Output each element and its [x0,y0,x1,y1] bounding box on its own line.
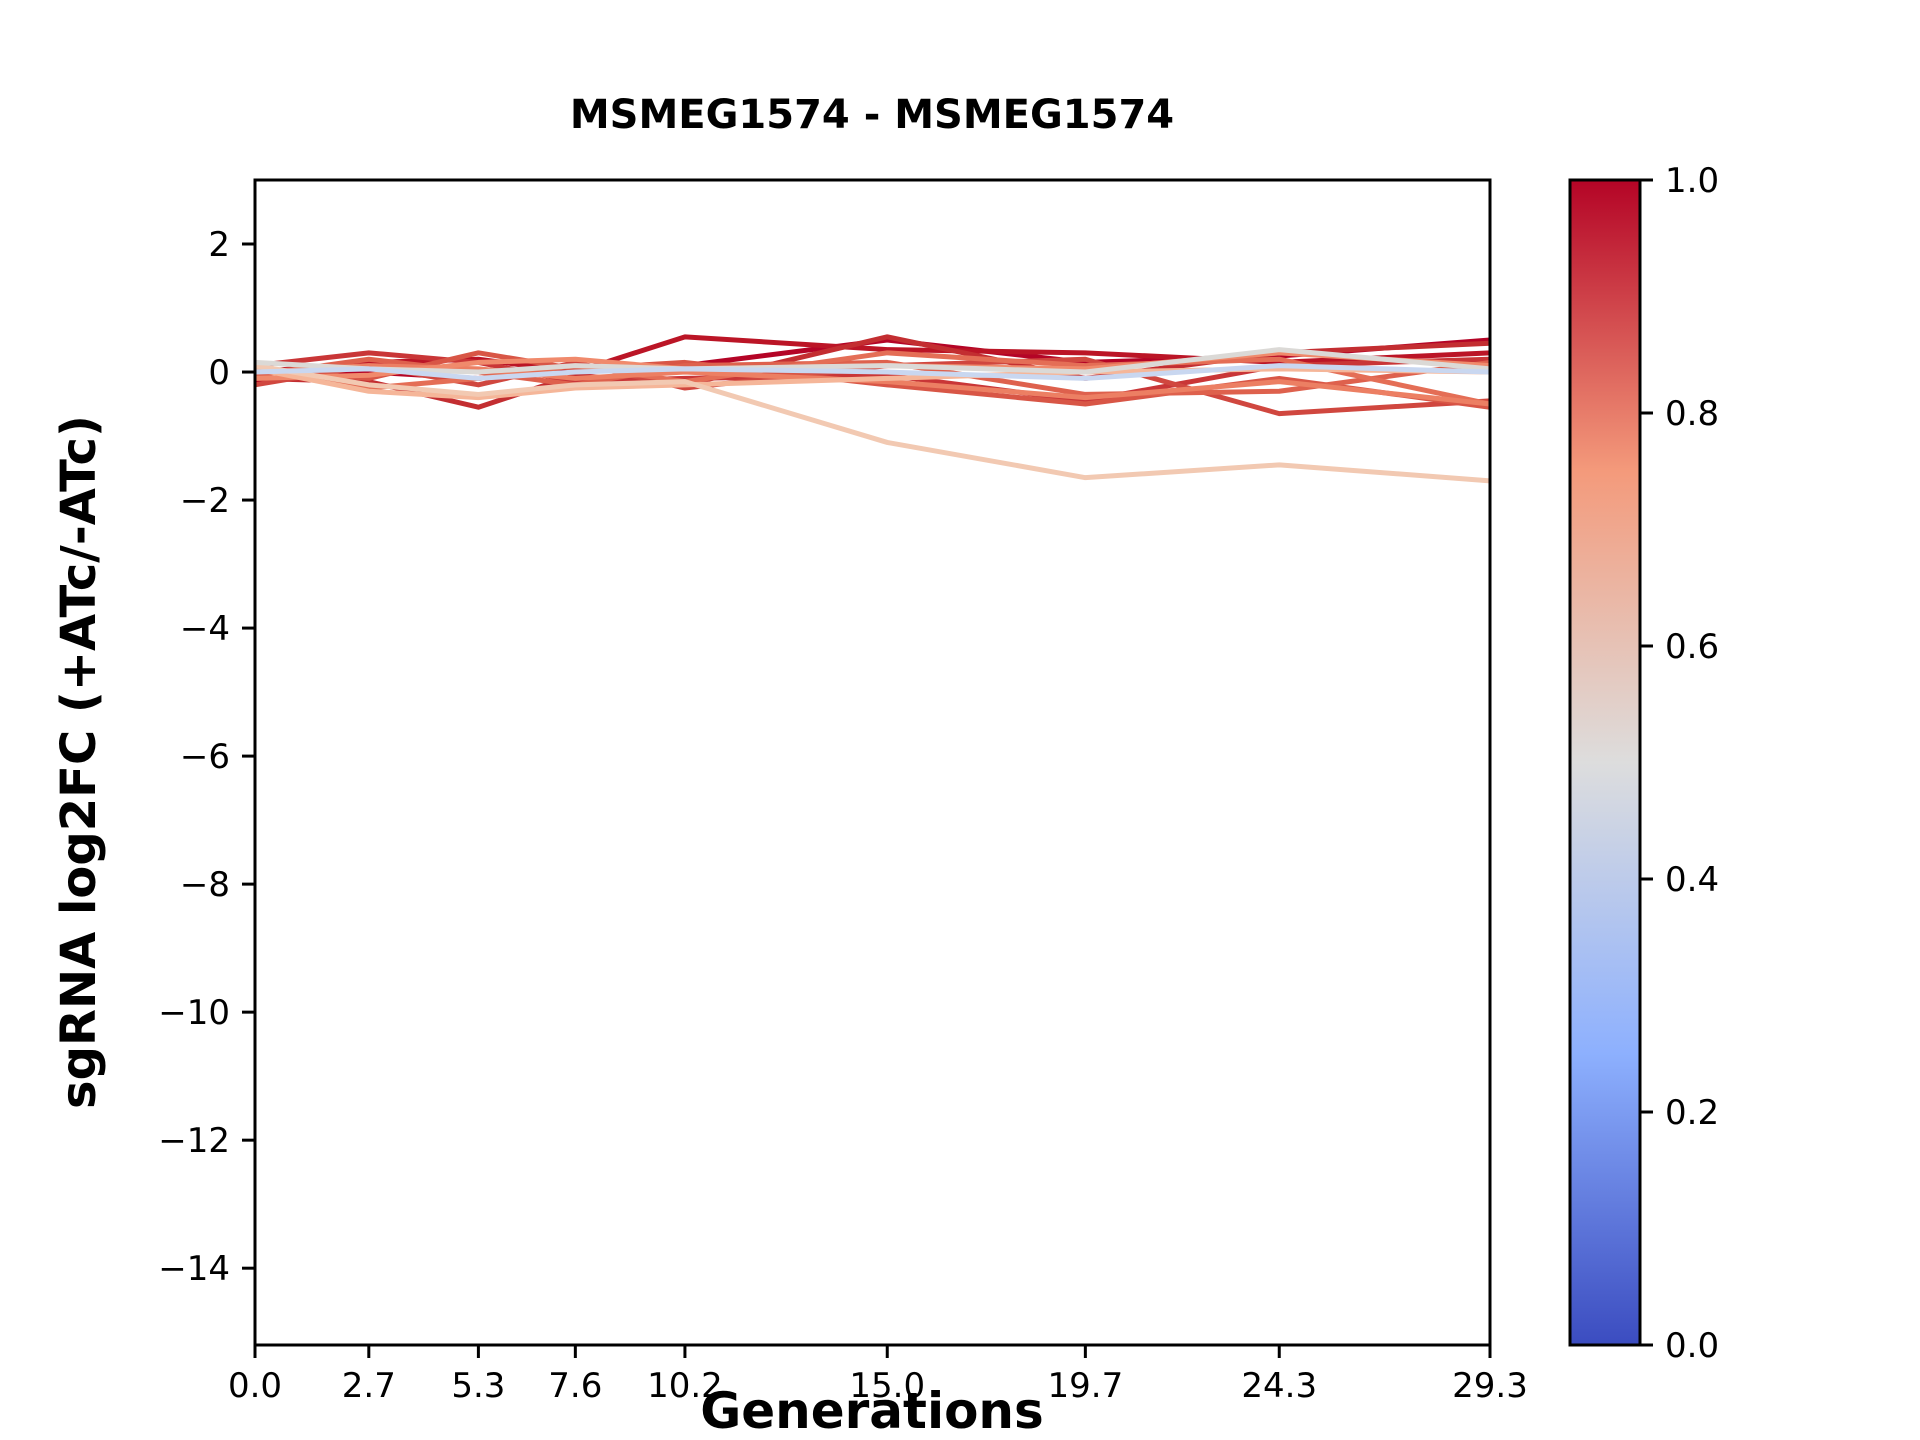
colorbar-tick-label: 0.4 [1665,860,1719,900]
x-tick-label: 29.3 [1452,1366,1528,1406]
colorbar-border [1568,178,1642,1347]
series-lines [254,334,1491,484]
x-tick-label: 15.0 [849,1366,925,1406]
colorbar-tick-label: 0.0 [1665,1326,1719,1366]
x-tick-label: 7.6 [548,1366,602,1406]
y-tick-label: 0 [208,353,230,393]
x-tick-label: 19.7 [1048,1366,1124,1406]
series-line [254,363,1491,484]
colorbar-tick-label: 0.6 [1665,627,1719,667]
x-tick-label: 2.7 [342,1366,396,1406]
x-tick-label: 24.3 [1241,1366,1317,1406]
chart-title: MSMEG1574 - MSMEG1574 [570,92,1174,138]
y-tick-label: 2 [208,225,230,265]
y-tick-label: −12 [158,1121,230,1161]
y-tick-label: −2 [180,481,230,521]
colorbar-tick-label: 0.8 [1665,394,1719,434]
plot-border [253,178,1492,1347]
y-tick-label: −4 [180,609,230,649]
series-line [254,363,1491,381]
y-tick-label: −8 [180,865,230,905]
x-tick-label: 10.2 [647,1366,723,1406]
x-axis-label: Generations [700,1382,1044,1440]
axis-ticks: 0.0 2.7 5.3 7.6 10.2 15.0 19.7 24.3 29.3 2 0 −2 −4 −6… [158,225,1528,1406]
colorbar-gradient [1570,180,1640,1345]
y-tick-label: −6 [180,737,230,777]
colorbar-tick-label: 1.0 [1665,161,1719,201]
y-axis-label: sgRNA log2FC (+ATc/-ATc) [51,415,107,1109]
colorbar-ticks: 1.0 0.8 0.6 0.4 0.2 0.0 [1640,161,1719,1366]
y-tick-label: −14 [158,1249,230,1289]
series-line [254,356,1491,397]
x-tick-label: 5.3 [451,1366,505,1406]
series-line [254,350,1491,404]
x-tick-label: 0.0 [228,1366,282,1406]
series-line [254,363,1491,407]
y-tick-label: −10 [158,993,230,1033]
colorbar-tick-label: 0.2 [1665,1093,1719,1133]
